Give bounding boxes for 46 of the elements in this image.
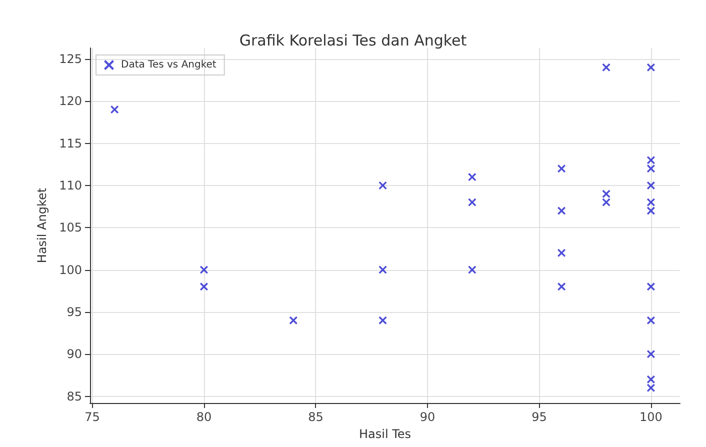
point [602, 190, 610, 198]
point [646, 282, 655, 291]
point [646, 63, 655, 72]
point [378, 316, 387, 324]
y-tick-label: 100 [59, 262, 82, 277]
x-tick-label: 75 [84, 410, 100, 424]
point [558, 248, 566, 257]
x-tick-label: 80 [196, 410, 212, 424]
y-tick-label: 85 [66, 389, 82, 404]
x-tick-label: 85 [308, 410, 324, 424]
point [558, 282, 566, 291]
point [110, 106, 119, 114]
point [200, 282, 208, 291]
point [646, 164, 655, 173]
x-tick-label: 90 [420, 410, 436, 424]
point [558, 206, 566, 215]
y-tick-label: 90 [66, 347, 82, 362]
y-tick-label: 95 [66, 304, 82, 319]
point [289, 316, 298, 324]
point [602, 63, 610, 72]
y-tick-label: 120 [59, 94, 82, 108]
y-tick-label: 115 [59, 136, 82, 150]
x-axis-title: Hasil Tes [358, 426, 412, 441]
point [468, 266, 476, 274]
point [646, 206, 655, 215]
point [646, 384, 655, 392]
point [646, 350, 655, 358]
x-tick-label: 100 [639, 410, 662, 424]
y-axis-title: Hasil Angket [35, 188, 50, 264]
point [602, 198, 610, 206]
point [646, 375, 655, 384]
x-tick-label: 95 [532, 410, 547, 424]
y-tick-label: 105 [59, 220, 82, 235]
point [468, 173, 476, 182]
point [468, 198, 476, 206]
chart-title: Grafik Korelasi Tes dan Angket [239, 32, 467, 50]
legend-label: Data Tes vs Angket [121, 60, 216, 70]
point [646, 316, 655, 324]
y-tick-label: 125 [59, 52, 82, 66]
point [646, 181, 655, 190]
y-tick-label: 110 [59, 178, 82, 192]
point [378, 181, 387, 190]
point [378, 266, 387, 274]
point [646, 156, 655, 164]
point [646, 198, 655, 206]
point [558, 164, 566, 173]
